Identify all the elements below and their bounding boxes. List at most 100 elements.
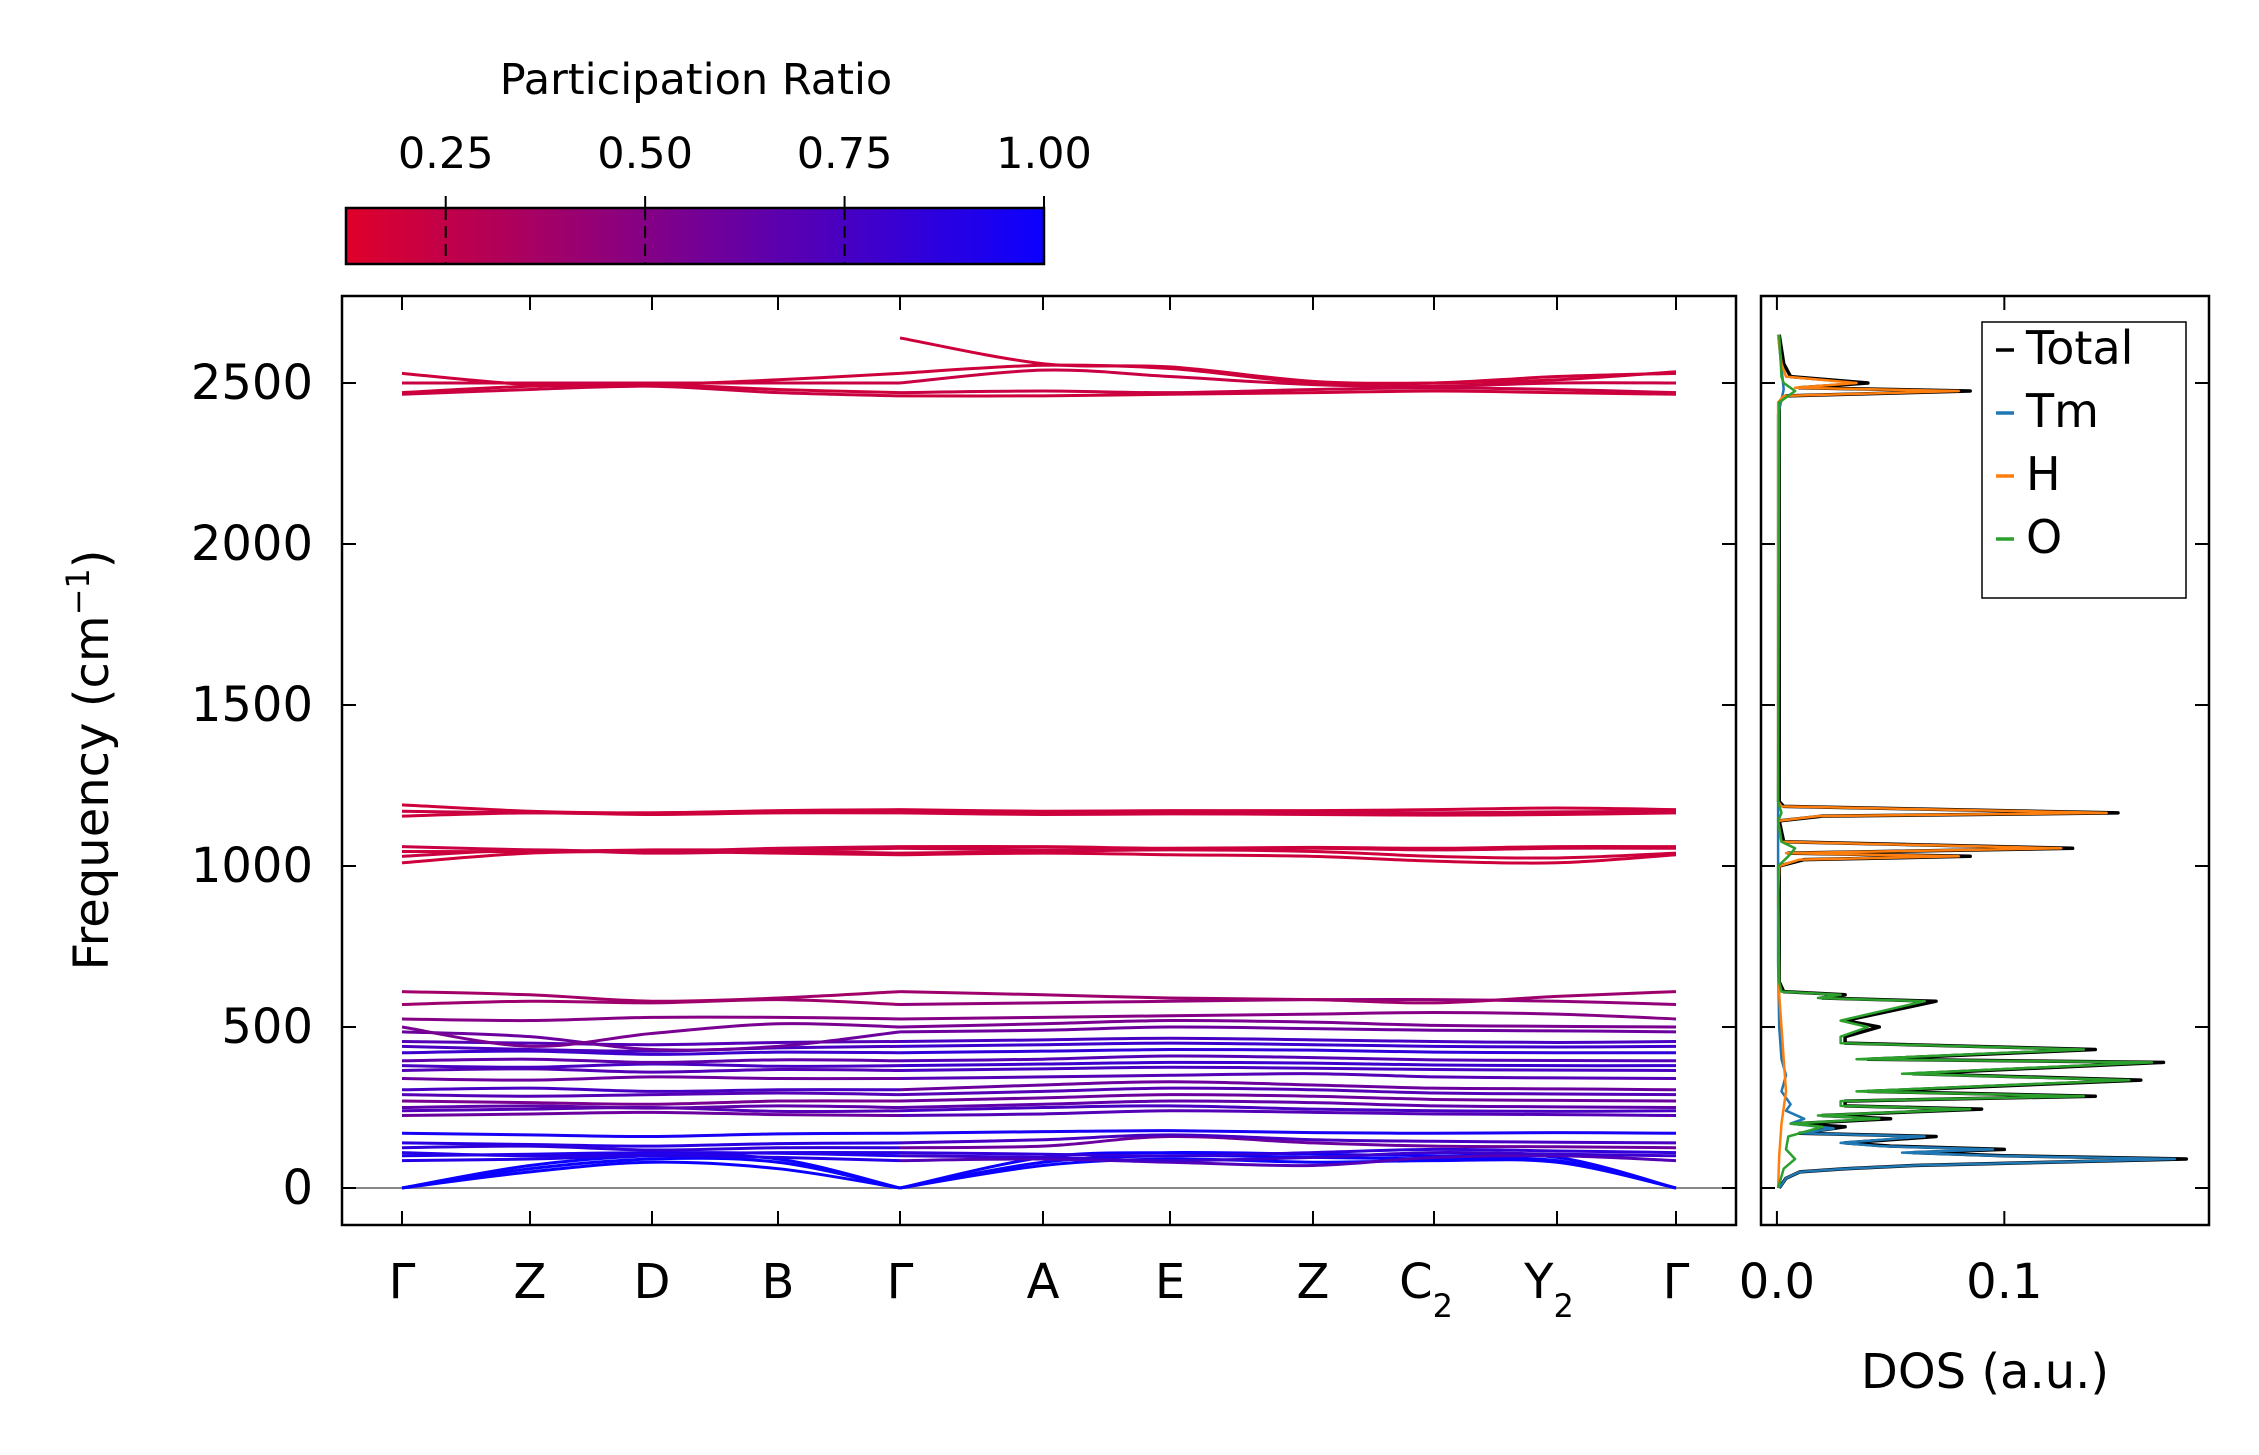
phonon-band — [899, 1147, 1677, 1158]
phonon-band — [401, 803, 901, 815]
legend-items: Total Tm HO — [1996, 321, 2133, 564]
high-symmetry-label: C2 — [1399, 1254, 1453, 1325]
phonon-band — [401, 1057, 901, 1064]
colorbar: Participation Ratio 0.25 0.50 0.75 1.00 — [344, 55, 1092, 266]
phonon-band — [401, 1075, 901, 1082]
phonon-band — [401, 1156, 901, 1190]
phonon-band — [401, 1099, 901, 1106]
phonon-band — [899, 1099, 1677, 1109]
colorbar-tick-label: 0.50 — [597, 129, 693, 179]
phonon-band — [401, 846, 901, 854]
colorbar-ticks: 0.25 0.50 0.75 1.00 — [398, 129, 1092, 264]
colorbar-tick-label: 0.75 — [797, 129, 893, 179]
high-symmetry-label: D — [634, 1254, 671, 1310]
phonon-band — [401, 1044, 901, 1053]
phonon-band — [899, 1154, 1677, 1168]
legend-label-h: H — [2026, 447, 2061, 501]
phonon-band — [899, 851, 1677, 865]
phonon-band — [401, 1030, 901, 1052]
phonon-band — [401, 1131, 901, 1138]
phonon-band — [899, 1036, 1677, 1044]
phonon-band — [401, 1154, 901, 1163]
band-axes-frame — [340, 294, 1738, 1227]
high-symmetry-label: B — [762, 1254, 795, 1310]
phonon-band — [401, 1150, 901, 1158]
high-symmetry-label: Γ — [887, 1254, 914, 1310]
band-y-ticks: 0 500 1000 1500 2000 2500 — [191, 355, 2209, 1216]
dos-line-o — [1776, 334, 2154, 1189]
legend-label-o: O — [2026, 510, 2062, 564]
phonon-band — [401, 998, 901, 1006]
legend-frame — [1981, 321, 2187, 599]
y-axis-label-end: ) — [64, 549, 120, 568]
phonon-band — [401, 1086, 901, 1093]
phonon-band — [899, 1041, 1677, 1049]
y-tick-label: 1500 — [191, 677, 313, 733]
phonon-band — [899, 1025, 1677, 1034]
phonon-band — [899, 1080, 1677, 1092]
dos-x-tick-label: 0.1 — [1966, 1254, 2042, 1310]
phonon-band — [899, 1060, 1677, 1068]
label-main: E — [1155, 1254, 1185, 1310]
phonon-band — [899, 1011, 1677, 1021]
y-tick-label: 2000 — [191, 516, 313, 572]
high-symmetry-label: Y2 — [1523, 1254, 1574, 1325]
phonon-band — [899, 368, 1677, 388]
label-subscript: 2 — [1433, 1287, 1453, 1325]
phonon-band — [899, 1072, 1677, 1081]
phonon-band — [899, 1104, 1677, 1113]
phonon-band — [401, 1104, 901, 1110]
y-tick-label: 500 — [221, 999, 313, 1055]
phonon-band — [401, 1110, 901, 1118]
dos-series — [1776, 334, 2189, 1190]
high-symmetry-label: Γ — [389, 1254, 416, 1310]
phonon-band — [899, 1048, 1677, 1055]
phonon-band — [401, 1049, 901, 1056]
band-y-axis-label: Frequency (cm−1) — [59, 549, 120, 970]
y-tick-label: 0 — [282, 1160, 313, 1216]
dos-axes-frame — [1759, 294, 2211, 1227]
colorbar-gradient — [344, 206, 1046, 266]
colorbar-tick-label: 0.25 — [398, 129, 494, 179]
phonon-band — [899, 1133, 1677, 1145]
phonon-band — [899, 1134, 1677, 1150]
high-symmetry-label: A — [1027, 1254, 1060, 1310]
phonon-band — [899, 389, 1677, 398]
high-symmetry-label: Γ — [1663, 1254, 1690, 1310]
phonon-band — [401, 845, 901, 854]
y-axis-label-superscript: −1 — [59, 568, 97, 615]
label-main: C — [1399, 1254, 1433, 1310]
dos-panel: 0.0 0.1 DOS (a.u.) Total Tm HO — [1739, 294, 2211, 1400]
phonon-band — [899, 848, 1677, 860]
label-main: Γ — [389, 1254, 416, 1310]
dos-ticks: 0.0 0.1 — [1739, 296, 2043, 1310]
y-tick-label: 2500 — [191, 355, 313, 411]
y-tick-label: 1000 — [191, 838, 313, 894]
dos-legend: Total Tm HO — [1981, 321, 2187, 599]
high-symmetry-label: Z — [1297, 1254, 1330, 1310]
phonon-band — [401, 1015, 901, 1023]
dos-x-tick-label: 0.0 — [1739, 1254, 1815, 1310]
phonon-band — [899, 990, 1677, 1005]
y-axis-label-base: Frequency (cm — [64, 615, 120, 970]
label-main: Z — [1297, 1254, 1330, 1310]
label-main: Z — [514, 1254, 547, 1310]
legend-label-tm: Tm — [2025, 384, 2099, 438]
phonon-band — [899, 1157, 1677, 1190]
phonon-band — [401, 1062, 901, 1069]
phonon-band — [899, 845, 1677, 850]
phonon-band — [899, 363, 1677, 386]
phonon-band — [899, 1150, 1677, 1163]
phonon-band — [899, 1054, 1677, 1063]
phonon-band — [401, 1160, 901, 1190]
phonon-band — [899, 1065, 1677, 1072]
phonon-band — [401, 1141, 901, 1148]
dos-x-axis-label: DOS (a.u.) — [1861, 1344, 2109, 1400]
label-subscript: 2 — [1553, 1287, 1573, 1325]
phonon-band — [899, 1109, 1677, 1118]
phonon-band — [401, 1022, 901, 1048]
phonon-band — [401, 1144, 901, 1152]
phonon-band — [899, 386, 1677, 395]
